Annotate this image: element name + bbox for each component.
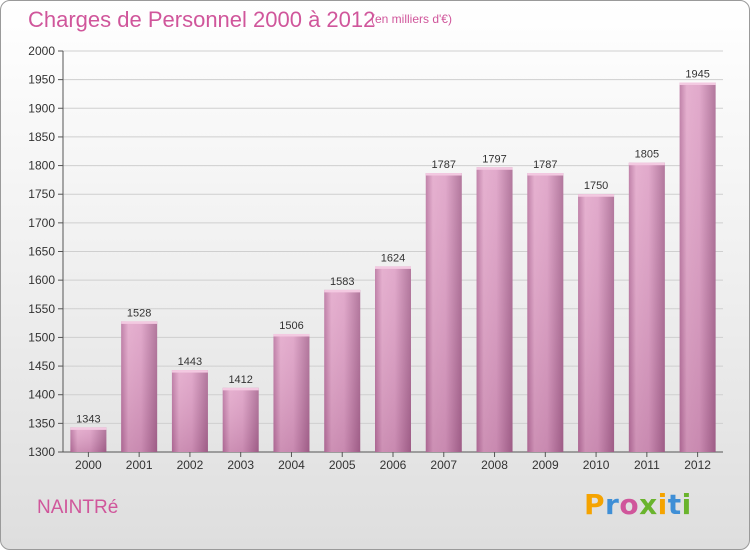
data-label: 1797 — [482, 153, 506, 165]
y-tick-label: 1600 — [28, 273, 55, 287]
bar-shade — [527, 173, 564, 453]
logo-letter: o — [619, 488, 640, 521]
data-label: 1805 — [635, 149, 659, 161]
data-label: 1624 — [381, 252, 405, 264]
bar-shade — [171, 370, 208, 452]
x-tick-label: 2012 — [684, 458, 711, 472]
bar-cap — [70, 427, 107, 430]
bar-shade — [324, 289, 361, 452]
labels: 2000 1343 2001 1528 2002 1443 2003 1412 2004 1506… — [75, 69, 711, 472]
x-tick-label: 2001 — [126, 458, 153, 472]
bar-shade — [425, 173, 462, 453]
y-tick-label: 1500 — [28, 330, 55, 344]
bar-cap — [425, 173, 462, 176]
x-tick-label: 2005 — [329, 458, 356, 472]
commune-name: NAINTRé — [37, 497, 119, 518]
bars — [70, 82, 716, 453]
y-tick-label: 1800 — [28, 159, 55, 173]
x-tick-label: 2009 — [532, 458, 559, 472]
data-label: 1787 — [533, 159, 557, 171]
logo-letter: i — [681, 488, 692, 521]
y-tick-label: 1650 — [28, 245, 55, 259]
data-label: 1583 — [330, 276, 354, 288]
bar-cap — [375, 266, 411, 269]
bar-cap — [171, 370, 208, 373]
bar-shade — [121, 321, 158, 452]
logo-letter: x — [639, 488, 658, 521]
data-label: 1750 — [584, 180, 608, 192]
y-tick-label: 1450 — [28, 359, 55, 373]
data-label: 1945 — [685, 69, 709, 81]
bar-cap — [679, 82, 716, 86]
bar-cap — [324, 289, 361, 293]
bar-cap — [578, 194, 615, 197]
proxiti-logo[interactable]: Proxiti — [584, 488, 692, 521]
y-tick-label: 1550 — [28, 302, 55, 316]
bar-shade — [70, 427, 107, 452]
x-tick-label: 2003 — [227, 458, 254, 472]
x-tick-label: 2004 — [278, 458, 305, 472]
data-label: 1412 — [228, 374, 252, 386]
y-tick-label: 1400 — [28, 388, 55, 402]
bar-cap — [628, 162, 665, 166]
logo-letter: i — [657, 488, 668, 521]
y-tick-label: 1850 — [28, 130, 55, 144]
chart-subtitle: (en milliers d'€) — [371, 12, 452, 26]
bar-cap — [121, 321, 158, 324]
x-tick-label: 2007 — [430, 458, 457, 472]
bar-cap — [273, 333, 310, 337]
y-tick-label: 1350 — [28, 416, 55, 430]
bar-shade — [476, 167, 513, 453]
data-label: 1787 — [432, 159, 456, 171]
data-label: 1506 — [279, 320, 303, 332]
x-tick-label: 2008 — [481, 458, 508, 472]
bar-cap — [527, 173, 564, 176]
x-tick-label: 2011 — [634, 458, 660, 472]
logo-letter: t — [667, 488, 682, 521]
y-tick-label: 2000 — [28, 44, 55, 58]
y-tick-label: 1950 — [28, 73, 55, 87]
bar-shade — [628, 162, 665, 452]
bar-shade — [578, 194, 615, 452]
x-tick-label: 2000 — [75, 458, 102, 472]
bar-cap — [476, 167, 513, 170]
y-tick-label: 1750 — [28, 187, 55, 201]
bar-shade — [222, 387, 259, 452]
data-label: 1528 — [127, 307, 151, 319]
logo-letter: P — [584, 488, 606, 521]
bar-shade — [375, 266, 411, 452]
chart-title: Charges de Personnel 2000 à 2012 — [28, 7, 376, 32]
x-tick-label: 2006 — [380, 458, 407, 472]
bar-shade — [273, 333, 310, 452]
data-label: 1443 — [178, 356, 202, 368]
data-label: 1343 — [76, 413, 100, 425]
x-tick-label: 2010 — [583, 458, 610, 472]
bar-shade — [679, 82, 716, 452]
logo-letter: r — [605, 488, 620, 521]
bar-cap — [222, 387, 259, 391]
y-tick-label: 1700 — [28, 216, 55, 230]
y-tick-label: 1300 — [28, 445, 55, 459]
x-tick-label: 2002 — [177, 458, 204, 472]
y-tick-label: 1900 — [28, 101, 55, 115]
